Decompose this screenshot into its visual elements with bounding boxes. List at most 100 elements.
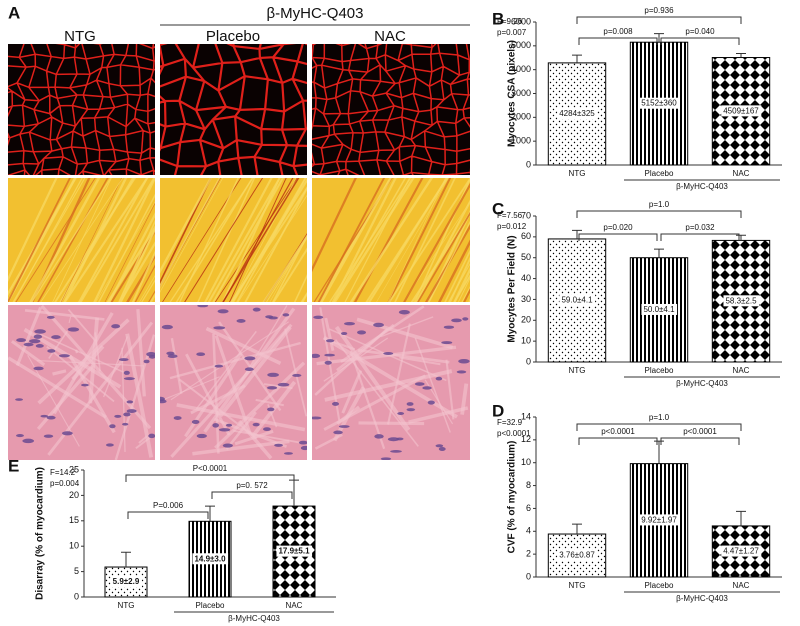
y-tick-label: 5: [74, 566, 79, 576]
fiber: [222, 178, 300, 302]
fiber: [453, 267, 470, 302]
fiber: [394, 178, 456, 302]
fiber: [424, 224, 470, 302]
nucleus: [173, 416, 182, 420]
x-tick-label: NAC: [733, 581, 750, 590]
panel-letter: D: [492, 401, 504, 420]
comparison-label: p=0.020: [603, 223, 633, 232]
fiber: [23, 327, 122, 389]
value-label: 50.0±4.1: [643, 305, 675, 314]
comparison-bracket: [211, 491, 293, 499]
y-tick-label: 8: [526, 480, 531, 490]
value-label: 4.47±1.27: [723, 547, 759, 556]
micrograph: [8, 305, 155, 460]
nucleus: [22, 438, 35, 444]
nucleus: [326, 339, 335, 343]
nucleus: [143, 359, 150, 364]
comparison-bracket: [576, 16, 742, 24]
fiber: [445, 359, 455, 420]
nucleus: [217, 309, 229, 314]
y-tick-label: 10: [69, 541, 79, 551]
error-bar: [654, 248, 664, 258]
nucleus: [236, 318, 246, 323]
x-tick-label: NTG: [569, 169, 586, 178]
membrane: [160, 44, 307, 175]
nucleus: [218, 428, 231, 432]
comparison-bracket: [576, 423, 742, 431]
x-tick-label: Placebo: [196, 601, 225, 610]
comparison-bracket: [125, 474, 295, 482]
fiber: [141, 279, 155, 302]
comparison-bracket: [127, 511, 209, 519]
value-label-box: [559, 294, 596, 306]
fiber: [324, 369, 453, 402]
fiber: [170, 337, 183, 394]
fiber: [437, 239, 470, 302]
fiber: [15, 306, 43, 367]
nucleus: [373, 322, 384, 328]
fiber: [27, 355, 80, 447]
nucleus: [398, 309, 410, 315]
nucleus: [222, 443, 233, 448]
tissue: [8, 44, 155, 175]
fiber: [236, 178, 307, 302]
error-bar: [572, 54, 582, 63]
fiber: [356, 317, 454, 350]
fiber: [323, 337, 389, 382]
fiber: [170, 323, 293, 458]
comparison-label: p=0.008: [603, 27, 633, 36]
fiber: [376, 178, 449, 302]
fiber: [120, 227, 155, 302]
fiber: [169, 178, 254, 302]
comparison-bracket: [578, 437, 658, 445]
fiber: [125, 333, 154, 458]
x-tick-label: NAC: [733, 366, 750, 375]
fiber: [221, 178, 281, 302]
y-tick-label: 50: [521, 252, 531, 262]
value-label-box: [276, 545, 313, 557]
fiber: [139, 275, 155, 302]
fiber: [468, 298, 470, 302]
comparison-label: p<0.0001: [601, 427, 635, 436]
fiber: [218, 325, 292, 418]
fiber: [37, 178, 109, 302]
comparison-label: P<0.0001: [193, 464, 228, 473]
nucleus: [122, 422, 129, 426]
value-label: 59.0±4.1: [561, 296, 593, 305]
value-label-box: [639, 97, 680, 109]
nucleus: [15, 398, 23, 401]
fiber: [40, 178, 124, 302]
error-bar: [289, 479, 299, 507]
fiber: [333, 178, 407, 302]
error-bar: [121, 551, 131, 568]
nucleus: [414, 382, 425, 386]
stat-text: F=9.26: [497, 17, 523, 26]
nucleus: [357, 330, 367, 335]
nucleus: [160, 399, 167, 404]
nucleus: [67, 327, 80, 332]
fiber: [353, 178, 424, 302]
panel-letter: C: [492, 199, 504, 218]
nucleus: [341, 331, 348, 336]
error-bar: [572, 229, 582, 239]
fiber: [417, 211, 470, 302]
nucleus: [313, 315, 324, 320]
nucleus: [443, 325, 455, 329]
fiber: [164, 376, 220, 400]
nucleus: [300, 445, 307, 451]
nucleus: [458, 359, 470, 364]
fiber: [399, 356, 441, 366]
nucleus: [244, 367, 254, 372]
fiber: [78, 178, 149, 302]
nucleus: [46, 415, 56, 420]
comparison-label: p=1.0: [649, 200, 670, 209]
micrograph: [312, 178, 470, 302]
comparison-label: P=0.006: [153, 501, 184, 510]
fiber: [15, 178, 96, 302]
nucleus: [244, 356, 256, 361]
fiber: [272, 247, 307, 302]
nucleus: [33, 334, 43, 339]
group-label: β-MyHC-Q403: [676, 182, 728, 191]
fiber: [192, 439, 290, 456]
nucleus: [105, 443, 114, 447]
